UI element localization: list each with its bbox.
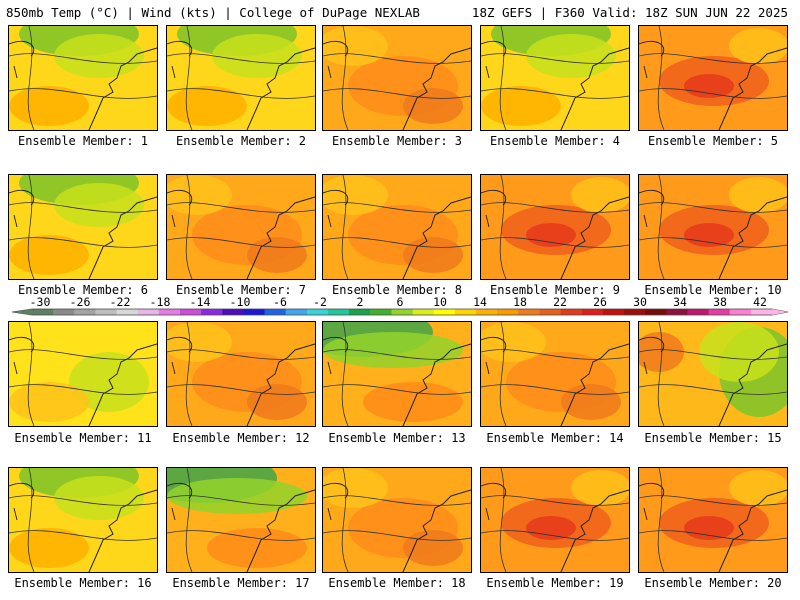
colorbar-swatch: [222, 309, 244, 315]
map-panel: [166, 321, 316, 427]
valid-time: 18Z GEFS | F360 Valid: 18Z SUN JUN 22 20…: [471, 5, 788, 20]
member-label: Ensemble Member: 5: [647, 134, 779, 148]
colorbar-swatch: [729, 309, 752, 315]
colorbar-tick-label: 22: [553, 296, 567, 309]
colorbar-swatch: [285, 309, 308, 315]
map-panel: [480, 174, 630, 280]
member-label: Ensemble Member: 1: [17, 134, 149, 148]
colorbar-swatch: [116, 309, 139, 315]
colorbar-swatch: [624, 309, 646, 315]
colorbar-tick-label: -30: [30, 296, 51, 309]
colorbar-tick-label: 42: [753, 296, 767, 309]
member-label: Ensemble Member: 18: [328, 576, 466, 590]
colorbar-swatch: [391, 309, 414, 315]
map-panel: [322, 467, 472, 573]
member-label: Ensemble Member: 8: [331, 283, 463, 297]
colorbar-swatch: [243, 309, 266, 315]
colorbar-tick-label: 34: [673, 296, 687, 309]
map-panel: [638, 321, 788, 427]
colorbar-swatch: [370, 309, 392, 315]
colorbar-swatch: [581, 309, 604, 315]
colorbar-max-arrow: [772, 309, 788, 315]
map-panel: [480, 25, 630, 131]
colorbar-swatch: [497, 309, 519, 315]
temperature-colorbar: -30 -26 -22 -18 -14 -10 -6 -2 2 6 10 14 18 22 26 30 34 38…: [11, 296, 789, 316]
colorbar-swatch: [74, 309, 96, 315]
colorbar-tick-label: 38: [713, 296, 727, 309]
map-panel: [166, 467, 316, 573]
colorbar-swatch: [518, 309, 540, 315]
member-label: Ensemble Member: 13: [328, 431, 466, 445]
member-label: Ensemble Member: 9: [489, 283, 621, 297]
colorbar-swatch: [201, 309, 223, 315]
colorbar-swatch: [645, 309, 667, 315]
colorbar-tick-label: 18: [513, 296, 527, 309]
map-panel: [480, 467, 630, 573]
colorbar-swatch: [476, 309, 498, 315]
colorbar-swatch: [180, 309, 202, 315]
member-label: Ensemble Member: 6: [17, 283, 149, 297]
member-label: Ensemble Member: 19: [486, 576, 624, 590]
colorbar-tick-label: 30: [633, 296, 647, 309]
colorbar-swatch: [687, 309, 710, 315]
member-label: Ensemble Member: 14: [486, 431, 624, 445]
colorbar-swatch: [53, 309, 75, 315]
map-panel: [166, 25, 316, 131]
colorbar-swatch: [454, 309, 477, 315]
colorbar-swatch: [433, 309, 456, 315]
map-panel: [322, 174, 472, 280]
colorbar-swatch: [137, 309, 160, 315]
member-label: Ensemble Member: 4: [489, 134, 621, 148]
colorbar-swatch: [708, 309, 731, 315]
map-panel: [638, 25, 788, 131]
map-panel: [638, 467, 788, 573]
colorbar-swatch: [328, 309, 350, 315]
colorbar-tick-label: 14: [473, 296, 487, 309]
colorbar-swatch: [349, 309, 371, 315]
member-label: Ensemble Member: 20: [644, 576, 782, 590]
member-label: Ensemble Member: 3: [331, 134, 463, 148]
colorbar-swatch: [95, 309, 118, 315]
member-label: Ensemble Member: 7: [175, 283, 307, 297]
colorbar-tick-label: -6: [273, 296, 287, 309]
colorbar-swatch: [539, 309, 562, 315]
colorbar-tick-label: 2: [357, 296, 364, 309]
map-panel: [8, 467, 158, 573]
colorbar-swatch: [158, 309, 181, 315]
colorbar-tick-label: -22: [110, 296, 131, 309]
colorbar-swatch: [666, 309, 688, 315]
colorbar-swatch: [560, 309, 583, 315]
map-panel: [480, 321, 630, 427]
member-label: Ensemble Member: 10: [644, 283, 782, 297]
member-label: Ensemble Member: 12: [172, 431, 310, 445]
member-label: Ensemble Member: 11: [14, 431, 152, 445]
member-label: Ensemble Member: 16: [14, 576, 152, 590]
member-label: Ensemble Member: 2: [175, 134, 307, 148]
map-panel: [8, 321, 158, 427]
map-panel: [322, 321, 472, 427]
colorbar-swatch: [412, 309, 435, 315]
colorbar-swatch: [32, 309, 54, 315]
colorbar-tick-label: -14: [190, 296, 211, 309]
colorbar-swatch: [264, 309, 287, 315]
colorbar-swatch: [602, 309, 625, 315]
colorbar-tick-label: -18: [150, 296, 171, 309]
member-label: Ensemble Member: 15: [644, 431, 782, 445]
map-panel: [8, 25, 158, 131]
colorbar-swatch: [750, 309, 773, 315]
colorbar-tick-label: -10: [230, 296, 251, 309]
colorbar-tick-label: 6: [397, 296, 404, 309]
colorbar-tick-label: -2: [313, 296, 327, 309]
colorbar-tick-label: 10: [433, 296, 447, 309]
colorbar-min-arrow: [12, 309, 32, 315]
map-panel: [638, 174, 788, 280]
colorbar-tick-label: 26: [593, 296, 607, 309]
colorbar-tick-label: -26: [70, 296, 91, 309]
map-panel: [8, 174, 158, 280]
map-panel: [166, 174, 316, 280]
map-panel: [322, 25, 472, 131]
colorbar-swatch: [306, 309, 329, 315]
member-label: Ensemble Member: 17: [172, 576, 310, 590]
map-title: 850mb Temp (°C) | Wind (kts) | College o…: [6, 5, 420, 20]
